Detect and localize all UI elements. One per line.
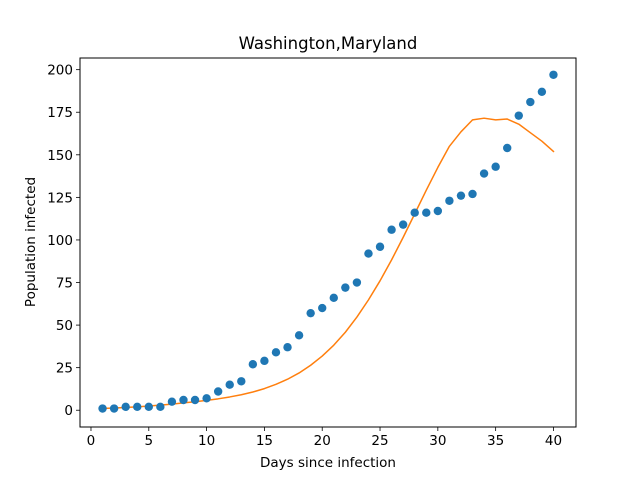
y-tick-label: 175 bbox=[47, 105, 73, 121]
y-tick-label: 25 bbox=[56, 361, 73, 377]
y-axis: 0 25 50 75 100 125 150 175 200 bbox=[47, 63, 80, 419]
y-tick-label: 0 bbox=[64, 403, 73, 419]
x-tick-label: 5 bbox=[144, 433, 153, 449]
data-point bbox=[514, 111, 523, 120]
x-tick-label: 35 bbox=[487, 433, 504, 449]
data-point bbox=[248, 360, 258, 369]
data-point bbox=[121, 402, 130, 412]
line-layer bbox=[101, 117, 555, 410]
plot-frame bbox=[79, 57, 577, 428]
x-tick-label: 30 bbox=[429, 433, 446, 449]
x-tick-label: 20 bbox=[314, 433, 331, 449]
y-tick-label: 100 bbox=[47, 233, 73, 249]
data-point bbox=[133, 402, 142, 412]
points-layer bbox=[98, 70, 558, 413]
data-point bbox=[306, 308, 315, 318]
data-point bbox=[375, 242, 385, 251]
data-point bbox=[445, 196, 454, 205]
data-point bbox=[503, 143, 512, 153]
x-axis-label: Days since infection bbox=[260, 455, 396, 471]
data-point bbox=[213, 387, 223, 396]
data-point bbox=[491, 162, 500, 171]
x-axis: 0 5 10 15 20 25 30 35 40 bbox=[87, 427, 562, 449]
y-tick-label: 150 bbox=[47, 148, 73, 164]
x-tick-label: 15 bbox=[256, 433, 273, 449]
x-tick-label: 0 bbox=[87, 433, 96, 449]
y-tick-label: 200 bbox=[47, 63, 73, 79]
data-point bbox=[352, 278, 362, 287]
x-tick-label: 40 bbox=[545, 433, 562, 449]
data-point bbox=[156, 402, 165, 412]
data-point bbox=[225, 380, 234, 389]
data-point bbox=[294, 331, 304, 340]
data-point bbox=[202, 394, 211, 403]
y-tick-label: 75 bbox=[56, 276, 73, 292]
data-point bbox=[179, 395, 188, 405]
data-point bbox=[283, 343, 292, 352]
data-point bbox=[271, 348, 281, 357]
data-point bbox=[410, 208, 419, 217]
chart-title: Washington,Maryland bbox=[239, 34, 418, 53]
data-point bbox=[329, 293, 338, 303]
data-point bbox=[260, 356, 269, 366]
data-point bbox=[98, 404, 107, 413]
data-point bbox=[387, 225, 396, 234]
data-point bbox=[433, 206, 443, 216]
data-point bbox=[479, 169, 489, 178]
data-point bbox=[456, 191, 466, 200]
data-point bbox=[144, 402, 153, 412]
data-point bbox=[364, 249, 373, 258]
data-point bbox=[237, 377, 246, 386]
model-fit-line bbox=[101, 117, 555, 410]
y-axis-label: Population infected bbox=[23, 177, 39, 307]
x-tick-label: 25 bbox=[371, 433, 388, 449]
plot-area bbox=[79, 57, 577, 428]
data-point bbox=[422, 208, 431, 217]
data-point bbox=[549, 70, 558, 79]
data-point bbox=[167, 397, 177, 406]
data-point bbox=[537, 87, 547, 97]
data-point bbox=[318, 303, 327, 313]
data-point bbox=[341, 283, 350, 292]
data-point bbox=[468, 189, 477, 199]
data-point bbox=[109, 404, 119, 413]
y-tick-label: 125 bbox=[47, 190, 73, 206]
x-tick-label: 10 bbox=[198, 433, 215, 449]
data-point bbox=[526, 97, 535, 107]
data-point bbox=[190, 395, 200, 405]
y-tick-label: 50 bbox=[56, 318, 73, 334]
data-point bbox=[398, 220, 408, 229]
